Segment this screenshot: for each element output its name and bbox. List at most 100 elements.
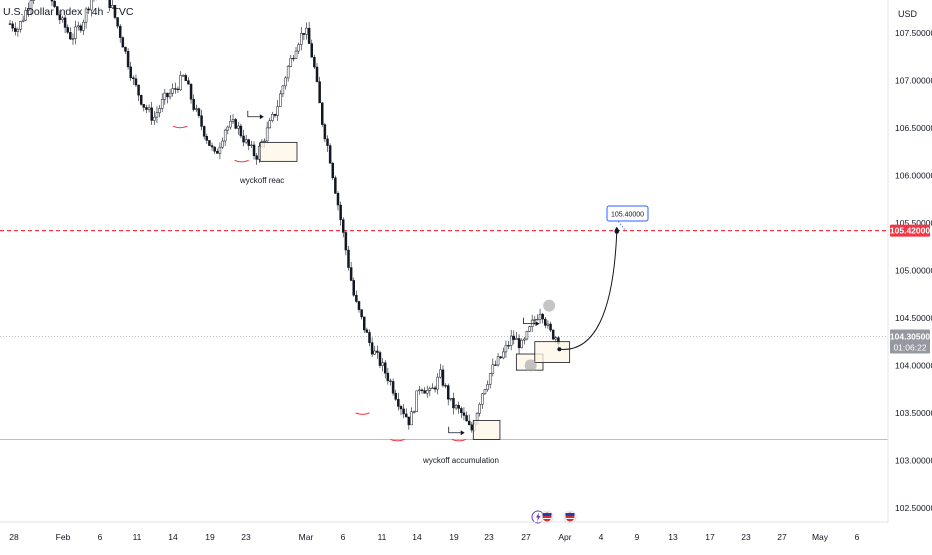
wyckoff-reac-box[interactable]	[259, 141, 298, 162]
candle-body	[242, 135, 245, 143]
candle-body	[496, 356, 500, 366]
candle-body	[297, 44, 300, 52]
candle-body	[494, 364, 497, 366]
candle-body	[208, 140, 211, 146]
axis-layer: USD 102.50000 103.00000 103.50000 104.00000 1…	[0, 0, 932, 542]
arrow-shaft	[448, 426, 461, 434]
candle-body	[160, 99, 164, 109]
reac-arrow[interactable]	[247, 110, 264, 120]
x-tick-label: May	[812, 532, 829, 542]
candle-body	[90, 0, 93, 11]
top-circle[interactable]	[543, 299, 556, 312]
candle-body	[255, 155, 258, 160]
event-flag-icon-2[interactable]	[563, 510, 577, 524]
target-callout[interactable]: 105.40000	[606, 205, 649, 230]
candle-body	[155, 112, 159, 118]
candle-body	[454, 405, 458, 409]
candle-body	[181, 75, 185, 77]
y-tick-label: 107.50000	[895, 28, 932, 38]
candle-body	[457, 405, 460, 409]
low-marker	[172, 125, 188, 129]
y-tick-label: 103.00000	[895, 455, 932, 465]
symbol-title[interactable]: U.S. Dollar Index · 4h · TVC	[3, 6, 134, 18]
candle-body	[423, 390, 426, 394]
x-tick-label: Mar	[299, 532, 314, 542]
candle-body	[444, 385, 447, 387]
x-tick-label: 11	[378, 532, 387, 542]
candle-body	[499, 356, 502, 359]
x-tick-label: 27	[777, 532, 787, 542]
spring-circle[interactable]	[524, 359, 537, 372]
x-tick-label: 4	[599, 532, 604, 542]
candle-body	[554, 337, 558, 340]
candle-body	[410, 411, 413, 426]
x-tick-label: 13	[668, 532, 678, 542]
candle-body	[150, 107, 153, 121]
resistance-price-tag[interactable]: 105.42000	[890, 224, 930, 237]
y-tick-label: 105.50000	[895, 218, 932, 228]
candle-body	[263, 140, 266, 142]
candle-body	[139, 94, 143, 105]
candle-body	[32, 0, 35, 1]
x-tick-label: 23	[241, 532, 251, 542]
candle-body	[383, 362, 387, 374]
candle-body	[84, 8, 88, 23]
arrow-head	[460, 430, 465, 436]
candle-body	[202, 126, 206, 137]
candle-body	[520, 339, 523, 349]
candle-body	[50, 0, 54, 2]
candle-body	[226, 126, 230, 131]
accumulation-box-1[interactable]	[472, 420, 501, 440]
candle-body	[147, 107, 151, 110]
candle-body	[386, 372, 390, 382]
candle-body	[158, 108, 161, 113]
candle-body	[134, 78, 138, 86]
markup-arrow[interactable]	[523, 317, 540, 327]
candle-body	[404, 413, 408, 418]
candle-body	[538, 313, 542, 320]
candle-body	[13, 27, 17, 32]
candle-body	[412, 411, 416, 413]
candle-body	[111, 5, 114, 9]
candle-body	[69, 32, 72, 40]
candle-body	[509, 335, 513, 346]
accumulation-arrow[interactable]	[448, 426, 465, 436]
candle-body	[237, 125, 240, 129]
y-tick-label: 102.50000	[895, 503, 932, 513]
candle-body	[21, 19, 25, 22]
callout-label: 105.40000	[611, 212, 644, 219]
x-tick-label: 28	[9, 532, 19, 542]
candle-body	[132, 77, 135, 79]
annotation-wyckoff-accumulation[interactable]: wyckoff accumulation	[422, 456, 499, 465]
forecast-start-point[interactable]	[557, 347, 562, 352]
candle-body	[541, 313, 544, 320]
x-tick-label: 9	[635, 532, 640, 542]
candle-body	[467, 420, 471, 426]
annotation-wyckoff-reac[interactable]: wyckoff reac	[239, 176, 284, 185]
candle-body	[428, 388, 432, 391]
accumulation-box-3[interactable]	[534, 341, 571, 363]
candle-body	[446, 385, 450, 400]
candle-body	[373, 350, 376, 355]
candle-body	[200, 115, 203, 127]
candle-body	[362, 316, 366, 331]
candle-body	[502, 351, 505, 359]
callout-box	[606, 205, 649, 222]
candle-body	[323, 124, 327, 140]
event-earnings-icon[interactable]	[531, 510, 545, 524]
candle-body	[512, 335, 516, 340]
candle-body	[300, 33, 303, 45]
event-flag-icon-1[interactable]	[540, 510, 554, 524]
candle-body	[307, 27, 311, 44]
candle-body	[108, 0, 111, 9]
candle-body	[142, 104, 146, 108]
candle-body	[71, 38, 75, 40]
candle-body	[431, 387, 434, 389]
candle-body	[491, 364, 495, 374]
low-marker	[355, 412, 370, 415]
candle-body	[79, 25, 83, 31]
forecast-curve[interactable]	[559, 231, 618, 350]
forecast-arrowhead	[614, 226, 620, 231]
